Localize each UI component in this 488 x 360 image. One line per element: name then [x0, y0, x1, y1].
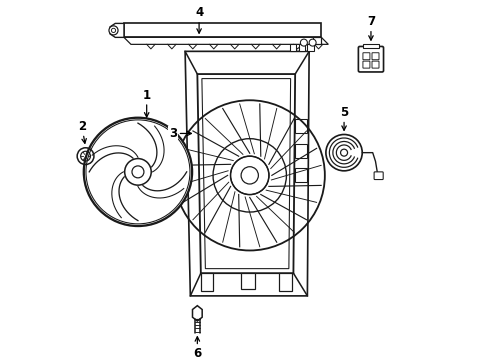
Polygon shape	[185, 51, 308, 296]
Text: 4: 4	[195, 6, 203, 33]
FancyBboxPatch shape	[362, 53, 369, 60]
FancyBboxPatch shape	[371, 53, 378, 60]
Polygon shape	[110, 23, 124, 37]
Polygon shape	[307, 44, 313, 51]
Polygon shape	[312, 37, 321, 44]
Polygon shape	[192, 306, 202, 321]
Circle shape	[83, 118, 192, 226]
Circle shape	[308, 39, 315, 46]
Circle shape	[340, 149, 347, 156]
Polygon shape	[295, 120, 307, 134]
FancyBboxPatch shape	[371, 61, 378, 68]
Text: 7: 7	[366, 15, 374, 40]
Polygon shape	[124, 23, 321, 37]
Text: 6: 6	[193, 337, 201, 360]
Text: 2: 2	[78, 120, 86, 143]
Text: 5: 5	[339, 106, 347, 130]
Circle shape	[325, 135, 362, 171]
Polygon shape	[201, 273, 213, 291]
Text: 3: 3	[168, 127, 191, 140]
Circle shape	[241, 167, 258, 184]
Polygon shape	[298, 44, 305, 51]
Circle shape	[124, 159, 151, 185]
Circle shape	[300, 39, 307, 46]
Text: 1: 1	[142, 89, 150, 117]
Polygon shape	[295, 168, 307, 183]
Polygon shape	[241, 273, 254, 289]
Circle shape	[230, 156, 268, 194]
Circle shape	[109, 26, 118, 35]
FancyBboxPatch shape	[373, 172, 383, 180]
Polygon shape	[295, 144, 307, 158]
FancyBboxPatch shape	[362, 61, 369, 68]
Polygon shape	[197, 74, 295, 273]
Polygon shape	[279, 273, 291, 291]
Polygon shape	[289, 44, 296, 51]
FancyBboxPatch shape	[358, 46, 383, 72]
Polygon shape	[363, 44, 378, 48]
Polygon shape	[124, 37, 327, 44]
Circle shape	[111, 28, 115, 32]
